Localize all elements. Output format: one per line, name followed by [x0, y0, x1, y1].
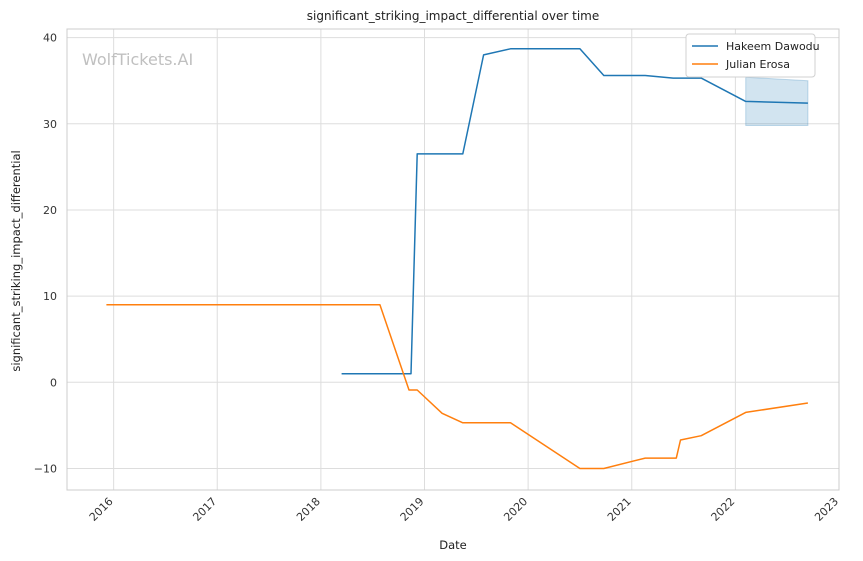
confidence-band: [745, 76, 809, 127]
series-line-julian-erosa: [106, 303, 809, 470]
y-tick-label: 30: [43, 118, 57, 131]
legend-label-julian-erosa: Julian Erosa: [725, 58, 790, 71]
series-lines: [106, 48, 809, 470]
y-tick-label: 20: [43, 204, 57, 217]
watermark: WolfTickets.AI: [82, 50, 193, 69]
chart-title: significant_striking_impact_differential…: [307, 9, 599, 23]
series-line-hakeem-dawodu: [341, 48, 808, 375]
y-tick-label: 40: [43, 32, 57, 45]
band-hakeem-dawodu: [745, 76, 809, 127]
plot-frame: [66, 28, 840, 491]
legend: Hakeem Dawodu Julian Erosa: [685, 33, 820, 78]
legend-box: [685, 33, 816, 78]
x-axis-label: Date: [439, 538, 467, 552]
legend-label-hakeem-dawodu: Hakeem Dawodu: [726, 40, 820, 53]
y-tick-label: 0: [50, 376, 57, 389]
y-axis-label: significant_striking_impact_differential: [9, 150, 23, 371]
y-tick-labels: −10 0 10 20 30 40: [34, 32, 57, 476]
y-tick-label: −10: [34, 462, 57, 475]
y-tick-label: 10: [43, 290, 57, 303]
